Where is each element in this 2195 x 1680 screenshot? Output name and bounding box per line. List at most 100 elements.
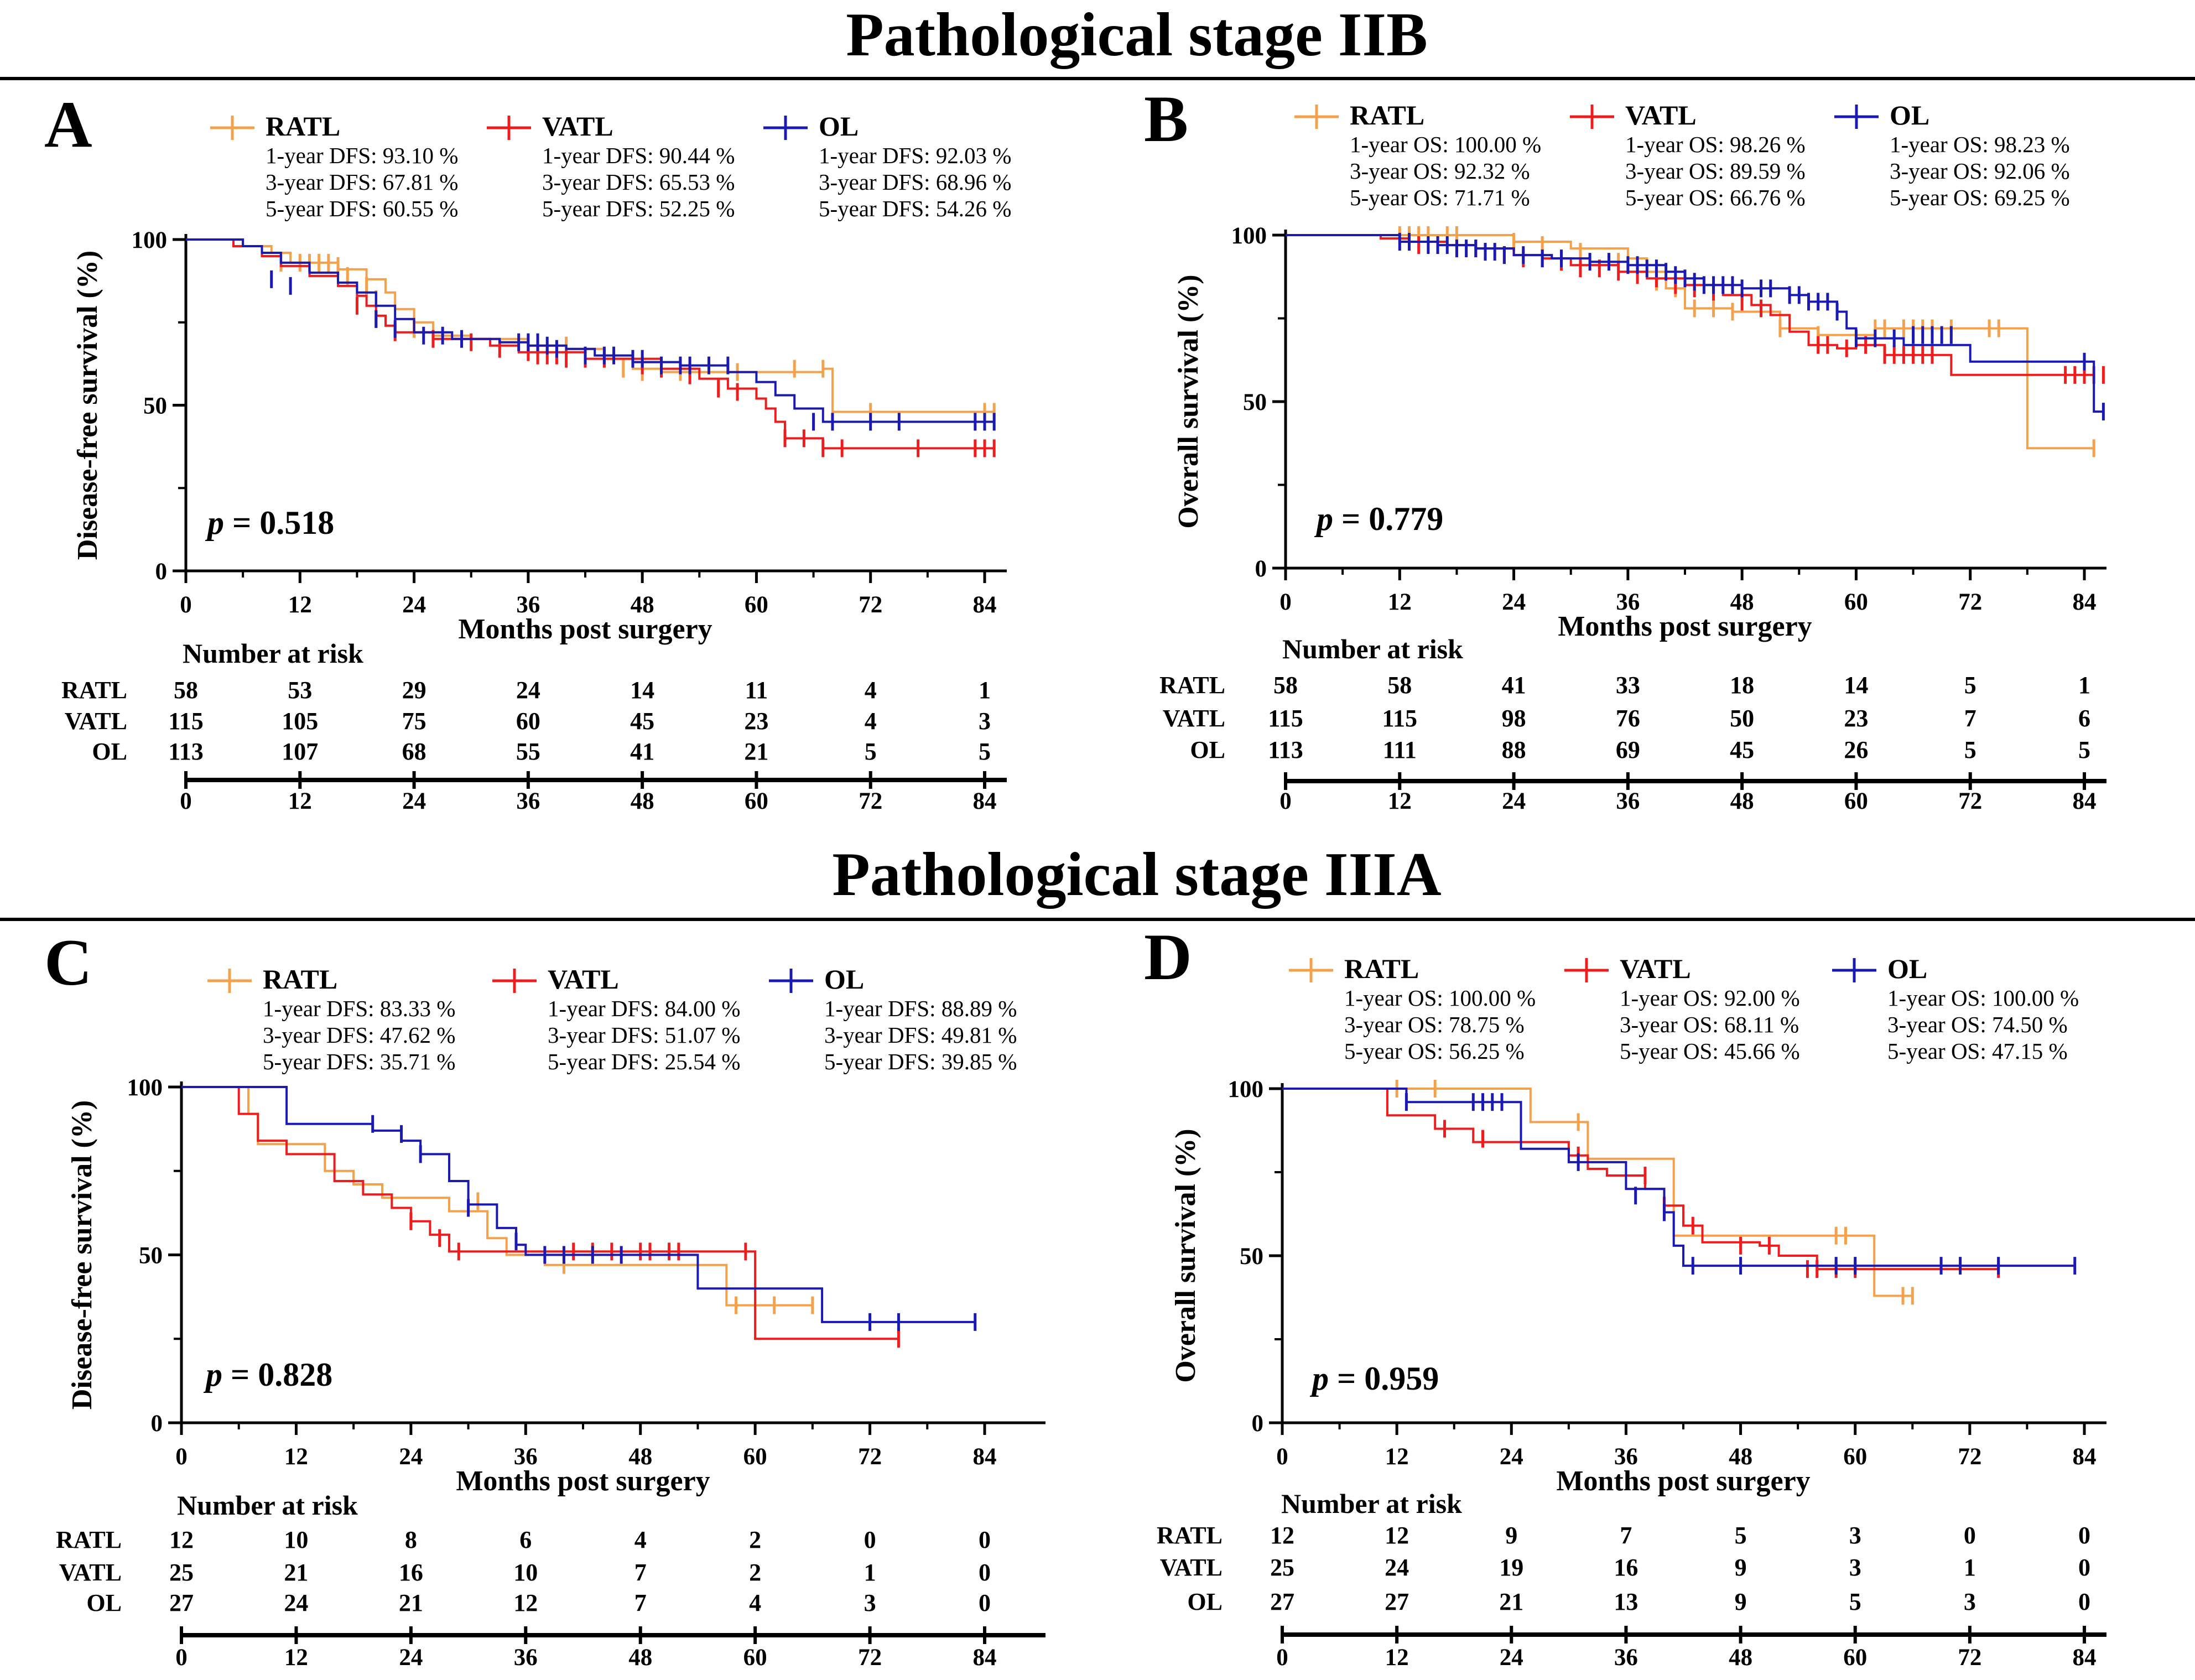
legend-stat: 3-year OS: 78.75 %: [1344, 1012, 1525, 1037]
risk-value: 1: [1964, 1554, 1976, 1581]
risk-value: 7: [1620, 1522, 1632, 1549]
legend-stat: 1-year OS: 100.00 %: [1887, 985, 2079, 1011]
y-tick-label: 50: [139, 1243, 163, 1269]
risk-value: 9: [1735, 1588, 1747, 1615]
risk-value: 58: [1273, 672, 1298, 699]
risk-tick-label: 60: [743, 1645, 767, 1671]
legend-entry-ol: OL1-year OS: 98.23 %3-year OS: 92.06 %5-…: [1834, 100, 2070, 210]
risk-value: 6: [2078, 705, 2090, 732]
legend-name: VATL: [548, 964, 619, 995]
risk-tick-label: 12: [284, 1645, 308, 1671]
legend-stat: 1-year OS: 92.00 %: [1620, 985, 1800, 1011]
risk-value: 12: [169, 1526, 194, 1553]
series-ol: [186, 238, 996, 431]
y-tick-label: 50: [143, 393, 167, 419]
risk-row-label-ratl: RATL: [1159, 672, 1225, 699]
risk-value: 0: [979, 1589, 991, 1616]
survival-curve-vatl: [181, 1086, 899, 1340]
x-tick-label: 12: [284, 1444, 308, 1470]
survival-curve-ol: [1282, 1088, 2075, 1267]
legend-stat: 3-year OS: 68.11 %: [1620, 1012, 1799, 1037]
risk-value: 0: [2078, 1588, 2090, 1615]
risk-tick-label: 12: [1385, 1645, 1409, 1671]
legend-stat: 1-year DFS: 93.10 %: [266, 143, 458, 168]
x-tick-label: 0: [1279, 589, 1292, 615]
risk-value: 3: [864, 1589, 876, 1616]
legend-stat: 5-year OS: 56.25 %: [1344, 1038, 1525, 1064]
legend-entry-ol: OL1-year DFS: 88.89 %3-year DFS: 49.81 %…: [769, 964, 1017, 1074]
risk-row-label-ratl: RATL: [61, 677, 127, 704]
risk-table-title: Number at risk: [1282, 633, 1463, 664]
legend-stat: 3-year OS: 89.59 %: [1625, 158, 1806, 184]
legend-stat: 1-year OS: 98.26 %: [1625, 132, 1806, 157]
x-tick-label: 60: [1843, 1444, 1867, 1470]
p-value-number: = 0.779: [1333, 501, 1443, 537]
risk-value: 3: [1964, 1588, 1976, 1615]
x-tick-label: 84: [973, 1444, 997, 1470]
x-tick-label: 12: [288, 592, 312, 618]
risk-tick-label: 84: [2073, 788, 2097, 814]
x-tick-label: 0: [1276, 1444, 1288, 1470]
y-tick-label: 100: [1228, 1076, 1264, 1102]
risk-value: 25: [169, 1559, 194, 1586]
p-value: p = 0.828: [203, 1356, 332, 1393]
risk-table-title: Number at risk: [177, 1490, 358, 1521]
risk-value: 5: [1735, 1522, 1747, 1549]
risk-tick-label: 60: [1844, 788, 1868, 814]
x-tick-label: 60: [1844, 589, 1868, 615]
legend-name: OL: [824, 964, 864, 995]
legend-stat: 1-year OS: 98.23 %: [1890, 132, 2070, 157]
p-value-number: = 0.518: [224, 504, 334, 541]
legend-stat: 5-year DFS: 60.55 %: [266, 196, 458, 221]
y-axis-title: Overall survival (%): [1173, 274, 1204, 528]
y-tick-label: 0: [155, 559, 168, 585]
risk-value: 88: [1502, 736, 1526, 763]
legend-stat: 3-year DFS: 67.81 %: [266, 169, 458, 195]
risk-row-label-ol: OL: [92, 738, 127, 765]
risk-value: 41: [630, 738, 654, 765]
y-tick-label: 0: [1252, 1411, 1264, 1437]
risk-tick-label: 36: [1614, 1645, 1638, 1671]
risk-row-label-ratl: RATL: [56, 1526, 122, 1553]
risk-value: 50: [1730, 705, 1754, 732]
legend-stat: 1-year DFS: 84.00 %: [548, 996, 740, 1021]
risk-value: 6: [519, 1526, 532, 1553]
legend-stat: 3-year DFS: 49.81 %: [824, 1022, 1017, 1048]
risk-value: 12: [1270, 1522, 1294, 1549]
risk-value: 10: [284, 1526, 308, 1553]
legend-name: RATL: [266, 111, 340, 142]
legend-name: RATL: [1350, 100, 1424, 131]
risk-value: 45: [630, 708, 654, 735]
risk-row-label-vatl: VATL: [59, 1559, 122, 1586]
x-tick-label: 72: [1958, 1444, 1981, 1470]
risk-value: 8: [405, 1526, 417, 1553]
legend-name: RATL: [1344, 953, 1419, 984]
legend-stat: 3-year OS: 92.32 %: [1350, 158, 1530, 184]
risk-value: 4: [865, 708, 877, 735]
risk-value: 16: [1614, 1554, 1638, 1581]
risk-row-label-ol: OL: [1190, 736, 1225, 763]
risk-value: 14: [1844, 672, 1868, 699]
risk-value: 21: [744, 738, 768, 765]
x-tick-label: 84: [973, 592, 997, 618]
risk-value: 23: [1844, 705, 1868, 732]
legend-stat: 3-year DFS: 47.62 %: [263, 1022, 455, 1048]
risk-value: 0: [2078, 1554, 2090, 1581]
risk-value: 1: [864, 1559, 876, 1586]
legend-stat: 5-year DFS: 54.26 %: [819, 196, 1011, 221]
risk-value: 12: [513, 1589, 538, 1616]
risk-value: 53: [288, 677, 312, 704]
p-value: p = 0.518: [205, 504, 334, 541]
risk-value: 2: [749, 1559, 761, 1586]
risk-tick-label: 48: [1730, 788, 1754, 814]
risk-tick-label: 0: [1279, 788, 1292, 814]
risk-tick-label: 60: [745, 788, 768, 814]
legend-stat: 1-year DFS: 90.44 %: [542, 143, 735, 168]
